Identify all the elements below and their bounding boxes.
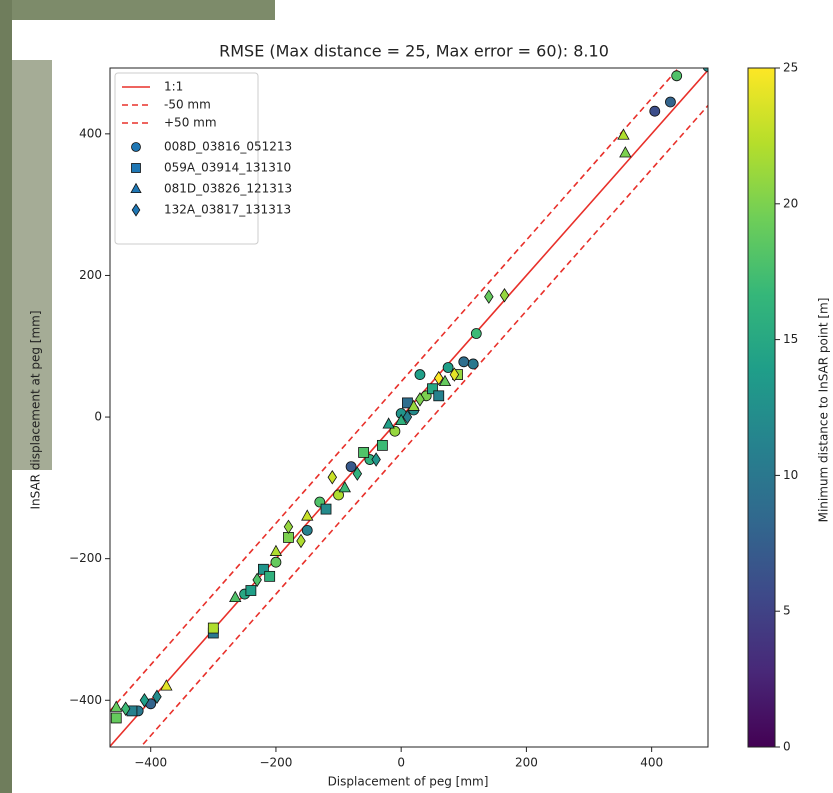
reference-line [139, 104, 708, 747]
data-point [270, 556, 282, 568]
data-point [345, 461, 357, 473]
colorbar-tick-label: 25 [783, 61, 798, 75]
plot-content [110, 68, 708, 747]
data-point [333, 489, 344, 501]
data-point [110, 700, 123, 712]
colorbar-tick-label: 20 [783, 196, 798, 210]
data-point [442, 362, 454, 373]
legend-label: +50 mm [164, 116, 217, 130]
y-axis-label: InSAR displacement at peg [mm] [29, 310, 43, 509]
data-point [301, 524, 313, 536]
legend-marker [131, 142, 141, 152]
data-point [382, 417, 395, 429]
data-point [438, 374, 452, 387]
legend-label: 132A_03817_131313 [164, 203, 291, 217]
colorbar [747, 67, 776, 748]
data-point [252, 572, 262, 588]
legend-label: 1:1 [164, 80, 183, 94]
x-axis-label: Displacement of peg [mm] [328, 775, 489, 789]
legend-label: 059A_03914_131310 [164, 161, 291, 175]
colorbar-label: Minimum distance to InSAR point [m] [817, 298, 831, 523]
data-point [665, 96, 676, 108]
x-tick-label: 400 [640, 756, 663, 770]
data-point [358, 447, 370, 458]
data-point [120, 701, 131, 716]
data-point [389, 425, 401, 437]
data-point [269, 544, 283, 556]
x-tick-label: 0 [397, 756, 405, 770]
data-point [207, 622, 219, 634]
data-point [434, 370, 444, 386]
y-tick-label: 0 [94, 410, 102, 424]
legend-marker [131, 203, 141, 217]
data-point [338, 481, 351, 493]
data-point [139, 693, 150, 708]
colorbar-tick-label: 5 [783, 604, 791, 618]
data-point [427, 383, 438, 395]
data-point [407, 399, 420, 411]
data-point [499, 288, 510, 303]
x-tick-label: −200 [259, 756, 292, 770]
y-tick-label: 400 [79, 126, 102, 140]
background-image [0, 0, 275, 20]
data-point [296, 533, 306, 549]
legend-label: 081D_03826_121313 [164, 182, 292, 196]
data-point [258, 563, 269, 575]
data-point [327, 470, 338, 485]
data-point [649, 105, 661, 117]
data-point [671, 70, 683, 82]
data-point [352, 466, 363, 481]
data-point [245, 585, 257, 596]
data-point [702, 68, 708, 72]
data-point [619, 146, 632, 158]
data-point [394, 413, 408, 425]
data-point [433, 390, 445, 402]
x-tick-label: 200 [515, 756, 538, 770]
data-point [283, 519, 294, 535]
data-point [376, 439, 388, 451]
y-tick-label: −400 [69, 693, 102, 707]
data-point [484, 289, 494, 304]
legend-marker [130, 182, 142, 194]
data-point [470, 328, 482, 339]
legend-box [114, 72, 259, 245]
data-point [402, 409, 413, 425]
legend-marker [131, 163, 141, 173]
y-tick-label: 200 [79, 268, 102, 282]
x-tick-label: −400 [134, 756, 167, 770]
y-tick-label: −200 [69, 551, 102, 565]
legend-label: -50 mm [164, 98, 211, 112]
data-point [229, 590, 242, 603]
data-point [467, 358, 479, 370]
colorbar-tick-label: 0 [783, 740, 791, 754]
data-point [415, 392, 425, 407]
data-point [160, 679, 173, 691]
legend: 1:1 -50 mm +50 mm 008D_03816_051213 059A_039… [114, 72, 292, 245]
plot-frame [109, 67, 709, 748]
colorbar-tick-label: 15 [783, 332, 798, 346]
data-point [110, 712, 122, 724]
data-point [371, 452, 381, 467]
data-point [449, 367, 460, 382]
legend-label: 008D_03816_051213 [164, 140, 292, 154]
reference-line [110, 68, 680, 712]
background-image [0, 0, 12, 793]
data-point [264, 570, 276, 582]
chart-title: RMSE (Max distance = 25, Max error = 60)… [219, 42, 609, 61]
data-point [320, 503, 332, 515]
data-point [414, 369, 426, 380]
data-point [458, 356, 470, 368]
background-image [12, 60, 52, 470]
data-point [301, 509, 314, 521]
data-point [617, 128, 630, 140]
colorbar-tick-label: 10 [783, 468, 798, 482]
data-point [152, 689, 162, 704]
